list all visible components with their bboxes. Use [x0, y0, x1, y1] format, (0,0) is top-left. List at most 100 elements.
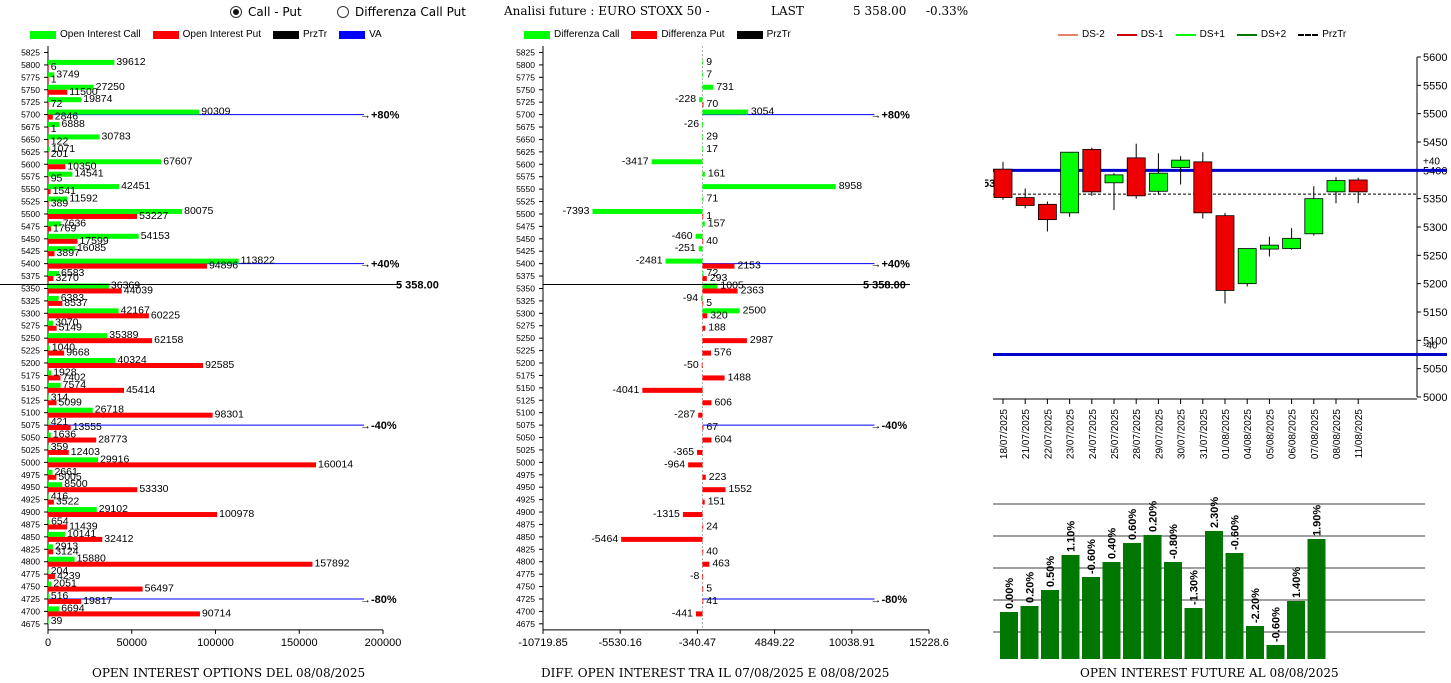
- x-tick-label: 11/08/2025: [1354, 409, 1365, 459]
- diff-put-value-label: -441: [672, 607, 693, 619]
- put-bar: [48, 276, 54, 282]
- strike-label: 5025: [516, 445, 535, 455]
- strike-label: 5450: [21, 234, 40, 244]
- strike-label: 5250: [516, 333, 535, 343]
- strike-label: 5275: [21, 321, 40, 331]
- put-bar: [48, 127, 49, 133]
- strike-label: 5625: [21, 147, 40, 157]
- strike-label: 5650: [21, 134, 40, 144]
- diff-call-bar: [699, 97, 703, 103]
- diff-call-value-label: 1005: [720, 279, 744, 291]
- future-oi-bar: [1123, 543, 1141, 659]
- strike-label: 5400: [516, 259, 535, 269]
- put-value-label: 92585: [205, 359, 234, 371]
- put-bar: [48, 350, 65, 356]
- call-value-label: 67607: [163, 155, 192, 167]
- future-oi-label: -0.60%: [1086, 539, 1098, 574]
- diff-put-value-label: -4041: [612, 384, 639, 396]
- candle-body: [1259, 244, 1279, 250]
- x-tick-label: 01/08/2025: [1221, 409, 1232, 459]
- strike-label: 5100: [516, 408, 535, 418]
- put-bar: [48, 338, 153, 344]
- diff-call-bar: [695, 233, 703, 239]
- legend-swatch: [1058, 33, 1078, 36]
- put-bar: [48, 586, 143, 592]
- strike-label: 5375: [21, 271, 40, 281]
- strike-label: 5675: [21, 122, 40, 132]
- call-bar: [48, 258, 239, 264]
- change-value: -0.33%: [926, 4, 969, 18]
- candle-body: [1148, 172, 1168, 192]
- put-bar: [48, 238, 78, 244]
- diff-call-value-label: -3417: [622, 155, 649, 167]
- candle-body: [1060, 151, 1079, 214]
- va-label: →+80%: [360, 110, 400, 122]
- put-value-label: 6: [51, 61, 57, 73]
- legend-swatch: [152, 30, 179, 39]
- candle-body: [1326, 180, 1346, 193]
- strike-label: 5825: [21, 48, 40, 58]
- put-value-label: 3522: [56, 496, 80, 508]
- strike-label: 5675: [516, 122, 535, 132]
- strike-label: 5775: [516, 72, 535, 82]
- last-label: LAST: [771, 4, 804, 18]
- put-bar: [48, 102, 49, 108]
- call-bar: [48, 283, 109, 289]
- x-tick-label: 22/07/2025: [1043, 409, 1054, 459]
- diff-put-value-label: 5: [706, 297, 712, 309]
- strike-label: 5750: [21, 85, 40, 95]
- legend-swatch: [273, 30, 299, 39]
- future-oi-label: -0.60%: [1271, 607, 1283, 642]
- diff-call-value-label: 3054: [751, 106, 775, 118]
- strike-label: 4750: [516, 582, 535, 592]
- put-bar: [48, 462, 317, 468]
- diff-call-value-label: -94: [683, 292, 698, 304]
- put-value-label: 62158: [154, 334, 183, 346]
- future-oi-bar: [1266, 645, 1285, 659]
- call-value-label: 30783: [102, 130, 131, 142]
- caption-future: OPEN INTEREST FUTURE AL 08/08/2025: [1080, 666, 1339, 680]
- diff-put-value-label: -365: [673, 446, 694, 458]
- call-bar: [48, 482, 63, 488]
- diff-call-bar: [698, 246, 703, 252]
- radio-call-put[interactable]: Call - Put: [230, 5, 302, 19]
- put-value-label: 11439: [69, 520, 98, 532]
- diff-put-value-label: 1488: [728, 371, 752, 383]
- radio-diff[interactable]: Differenza Call Put: [337, 5, 466, 19]
- call-bar: [48, 295, 59, 301]
- strike-label: 4925: [516, 495, 535, 505]
- call-bar: [48, 109, 200, 115]
- call-bar: [48, 544, 53, 550]
- diff-put-value-label: 41: [706, 595, 718, 607]
- strike-label: 5650: [516, 134, 535, 144]
- x-tick-label: 31/07/2025: [1199, 409, 1210, 459]
- diff-call-value-label: -460: [672, 230, 693, 242]
- put-bar: [48, 151, 49, 157]
- put-bar: [48, 77, 49, 83]
- put-bar: [48, 487, 138, 493]
- diff-put-value-label: 67: [706, 421, 718, 433]
- put-value-label: 3124: [55, 545, 79, 557]
- put-bar: [48, 313, 149, 319]
- diff-call-value-label: 7: [706, 68, 712, 80]
- call-value-label: 14541: [74, 168, 103, 180]
- strike-label: 5450: [516, 234, 535, 244]
- diff-call-bar: [702, 84, 714, 90]
- legend-swatch: [339, 30, 366, 39]
- put-bar: [48, 449, 69, 455]
- put-bar: [48, 251, 55, 257]
- call-bar: [48, 97, 82, 103]
- diff-put-bar: [697, 449, 703, 455]
- diff-put-bar: [702, 561, 710, 567]
- put-bar: [48, 598, 82, 604]
- diff-put-bar: [702, 300, 704, 306]
- legend-item: VA: [339, 29, 382, 40]
- diff-put-bar: [701, 363, 703, 368]
- diff-call-bar: [702, 122, 703, 128]
- call-bar: [48, 146, 50, 152]
- call-bar: [48, 606, 60, 612]
- strike-label: 5775: [21, 72, 40, 82]
- call-bar: [48, 531, 65, 537]
- put-value-label: 201: [51, 148, 69, 160]
- legend-label: PrzTr: [1322, 29, 1347, 40]
